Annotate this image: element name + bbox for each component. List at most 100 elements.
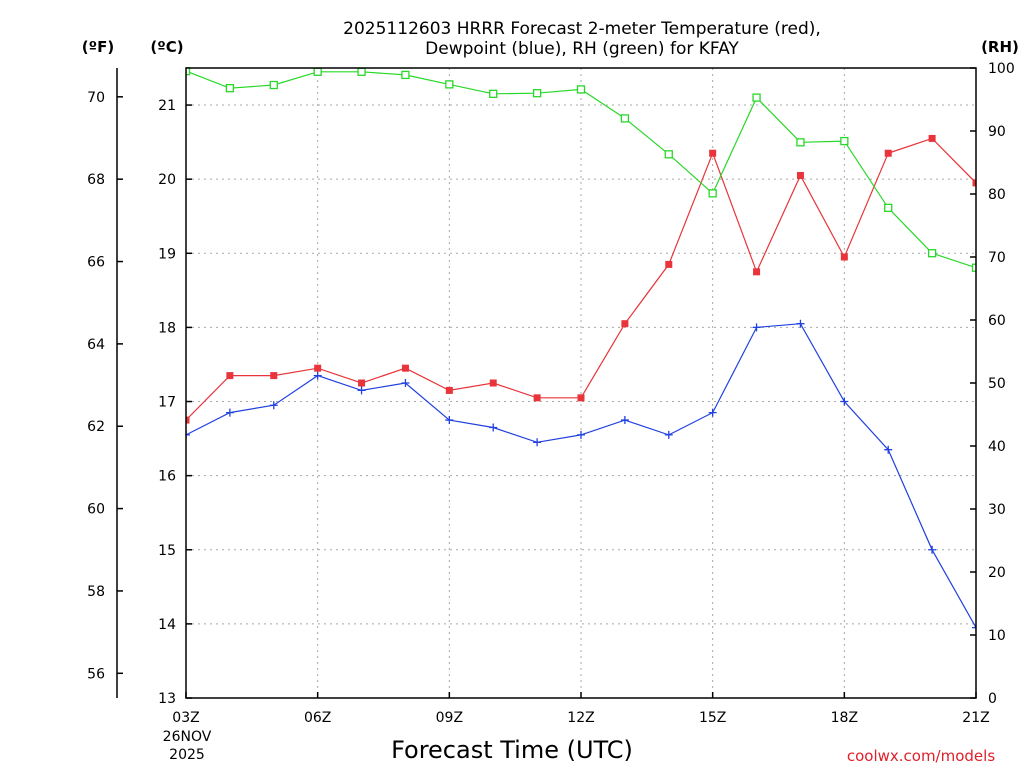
x-start-date-line-1: 26NOV (163, 729, 212, 745)
x-axis-label: Forecast Time (UTC) (391, 736, 633, 764)
temperature-point (358, 379, 366, 387)
dewpoint-point (708, 408, 717, 417)
celsius-tick-label: 20 (158, 172, 176, 188)
temperature-point (884, 149, 892, 157)
chart-title-line-2: Dewpoint (blue), RH (green) for KFAY (425, 39, 739, 59)
temperature-point (186, 416, 190, 424)
x-tick-label: 09Z (436, 710, 463, 726)
celsius-tick-label: 21 (158, 98, 176, 114)
rh-point (708, 189, 717, 198)
dewpoint-point (664, 430, 673, 439)
temperature-point (445, 386, 453, 394)
x-tick-label: 06Z (304, 710, 331, 726)
rh-tick-label: 30 (988, 502, 1006, 518)
temperature-point (796, 171, 804, 179)
rh-tick-label: 80 (988, 187, 1006, 203)
dewpoint-point (269, 401, 278, 410)
x-tick-label: 03Z (172, 710, 199, 726)
rh-point (489, 89, 498, 98)
rh-tick-label: 50 (988, 376, 1006, 392)
grid-lines (185, 68, 977, 699)
chart-title-line-1: 2025112603 HRRR Forecast 2-meter Tempera… (343, 19, 821, 39)
temperature-point (401, 364, 409, 372)
celsius-tick-label: 19 (158, 246, 176, 262)
dewpoint-point (489, 423, 498, 432)
dewpoint-point (796, 319, 805, 328)
celsius-unit-label: (ºC) (150, 38, 183, 56)
rh-tick-label: 0 (988, 691, 997, 707)
dewpoint-point (928, 545, 937, 554)
celsius-tick-label: 15 (158, 543, 176, 559)
dewpoint-point (313, 371, 322, 380)
temperature-point (489, 379, 497, 387)
rh-point (532, 89, 542, 98)
celsius-tick-label: 18 (158, 320, 176, 336)
rh-point (225, 84, 235, 93)
x-tick-label: 15Z (699, 710, 726, 726)
temperature-point (709, 149, 717, 157)
fahrenheit-tick-label: 58 (87, 584, 105, 600)
dewpoint-point (186, 430, 190, 439)
rh-tick-label: 20 (988, 565, 1006, 581)
rh-point (971, 263, 976, 272)
rh-point (186, 67, 191, 76)
rh-point (796, 138, 805, 147)
rh-tick-label: 60 (988, 313, 1006, 329)
rh-point (840, 136, 849, 146)
dewpoint-point (533, 438, 542, 447)
fahrenheit-tick-label: 64 (87, 337, 105, 353)
rh-point (357, 67, 366, 76)
x-tick-label: 12Z (567, 710, 594, 726)
fahrenheit-tick-label: 70 (87, 90, 105, 106)
rh-series-line (186, 70, 976, 269)
rh-tick-label: 70 (988, 250, 1006, 266)
fahrenheit-tick-label: 66 (87, 255, 105, 271)
fahrenheit-tick-label: 62 (87, 419, 105, 435)
rh-tick-label: 10 (988, 628, 1006, 644)
rh-unit-label: (RH) (981, 38, 1019, 56)
temperature-point (972, 179, 976, 187)
temperature-point (314, 364, 322, 372)
dewpoint-point (752, 323, 761, 332)
dewpoint-point (972, 623, 976, 632)
fahrenheit-tick-label: 60 (87, 502, 105, 518)
fahrenheit-tick-label: 56 (87, 666, 105, 682)
dewpoint-point (225, 408, 234, 417)
rh-tick-label: 40 (988, 439, 1006, 455)
temperature-point (665, 260, 673, 268)
rh-point (884, 203, 893, 213)
rh-point (620, 114, 630, 123)
dewpoint-point (840, 397, 849, 406)
temperature-point (840, 253, 848, 261)
axes-layer (116, 67, 977, 699)
temperature-point (533, 394, 541, 402)
rh-tick-label: 100 (988, 61, 1015, 77)
x-tick-label: 18Z (831, 710, 858, 726)
celsius-tick-label: 14 (158, 617, 176, 633)
celsius-tick-label: 16 (158, 469, 176, 485)
tick-labels: 13 14 15 16 17 18 19 20 21 56 58 60 62 64 66 68 70 0 10 20 3… (87, 61, 1015, 726)
rh-tick-label: 90 (988, 124, 1006, 140)
rh-point (269, 80, 278, 90)
rh-point (445, 80, 454, 89)
fahrenheit-tick-label: 68 (87, 172, 105, 188)
x-start-date-line-2: 2025 (169, 747, 205, 763)
dewpoint-point (620, 416, 629, 425)
temperature-point (270, 372, 278, 380)
rh-point (313, 67, 322, 76)
dewpoint-point (577, 430, 585, 439)
x-tick-label: 21Z (962, 710, 989, 726)
temperature-point (621, 320, 629, 328)
credit-label: coolwx.com/models (847, 747, 995, 765)
series-layer (186, 67, 976, 632)
temperature-point (226, 372, 234, 380)
temperature-point (928, 134, 936, 142)
rh-point (664, 150, 673, 159)
temperature-point (577, 394, 585, 402)
dewpoint-point (357, 386, 366, 395)
rh-point (401, 70, 410, 80)
celsius-tick-label: 13 (158, 691, 176, 707)
temperature-point (753, 268, 761, 276)
dewpoint-point (884, 445, 893, 454)
